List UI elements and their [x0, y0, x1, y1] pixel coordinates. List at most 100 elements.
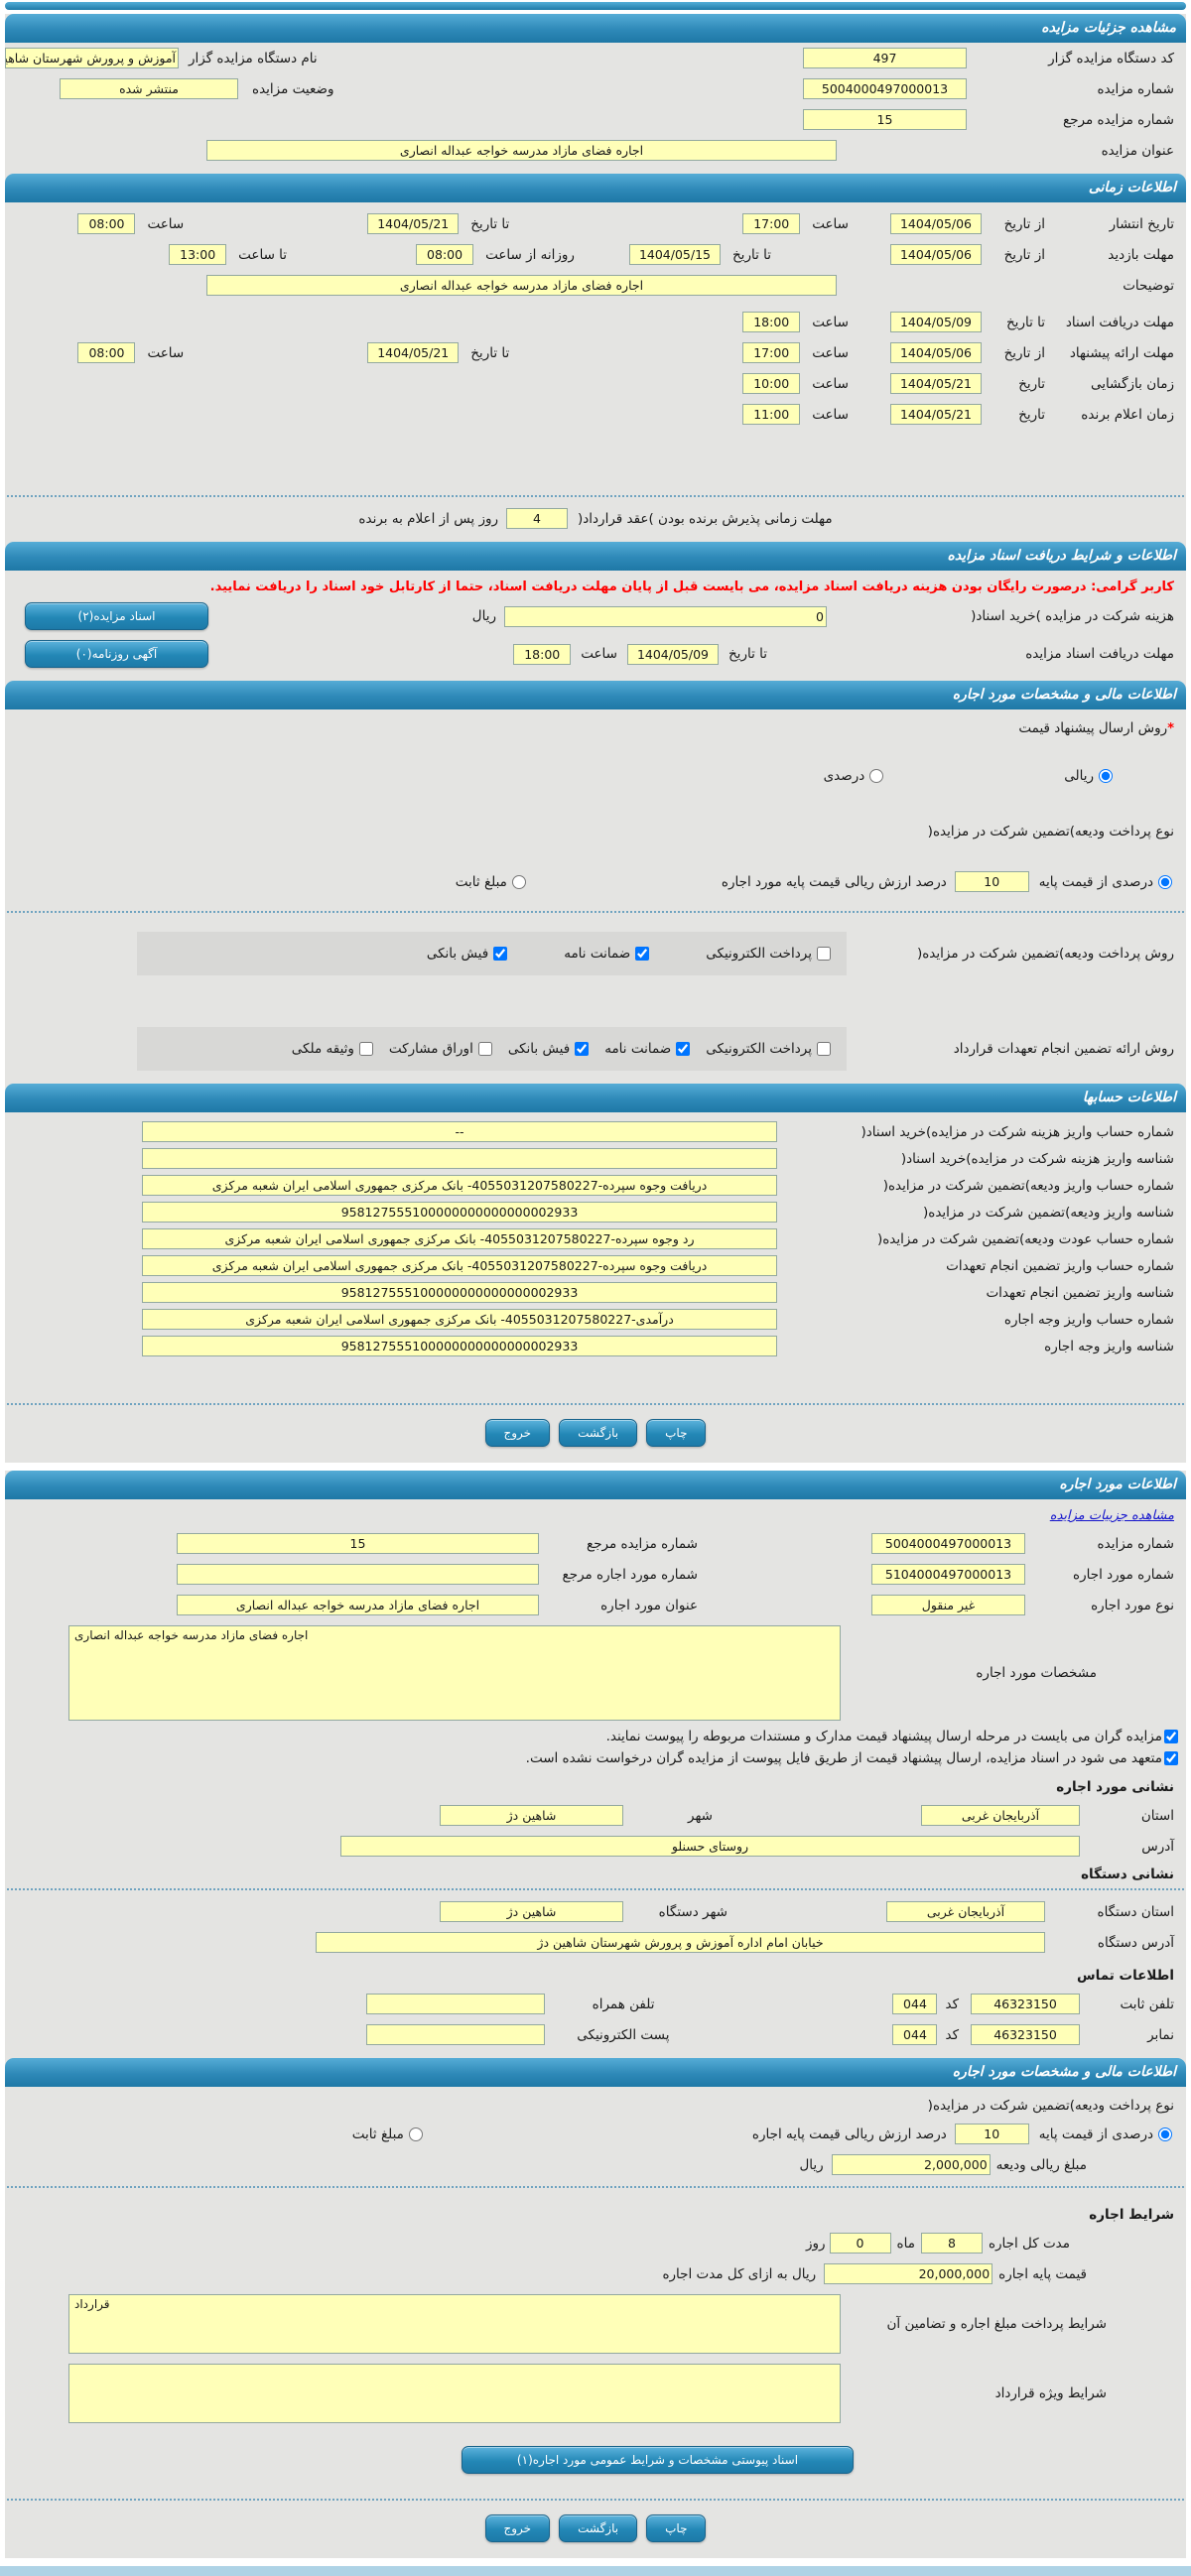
percent-of-base-radio[interactable]	[1158, 2126, 1172, 2141]
account-field[interactable]: دریافت وجوه سپرده-4055031207580227- بانک…	[142, 1255, 777, 1276]
publish-to-time[interactable]: 08:00	[77, 213, 136, 234]
address-field[interactable]: روستای حسنلو	[340, 1836, 1080, 1857]
newspaper-ad-button[interactable]: آگهی روزنامه(۰)	[25, 640, 208, 668]
docs-receive-deadline-time[interactable]: 18:00	[513, 643, 572, 665]
fax-code-field[interactable]: 044	[892, 2024, 938, 2045]
deposit-percent-field[interactable]: 10	[954, 2124, 1029, 2144]
deposit-amount-field[interactable]: 2,000,000	[831, 2154, 991, 2175]
visit-from-date[interactable]: 1404/05/06	[890, 244, 982, 265]
account-field[interactable]: 958127555100000000000000002933	[142, 1282, 777, 1303]
offer-to-time[interactable]: 08:00	[77, 342, 136, 363]
auction-no-field[interactable]: 5004000497000013	[871, 1533, 1025, 1554]
deposit-percent-field[interactable]: 10	[954, 871, 1029, 892]
lease-months-field[interactable]: 8	[920, 2233, 983, 2254]
timing-desc-field[interactable]: اجاره فضای مازاد مدرسه خواجه عبداله انصا…	[206, 275, 837, 296]
city-field[interactable]: شاهین دژ	[440, 1805, 623, 1826]
fax-field[interactable]: 46323150	[971, 2024, 1080, 2045]
radio-fixed-amount[interactable]: مبلغ ثابت	[456, 874, 528, 890]
auction-no-field[interactable]: 5004000497000013	[803, 78, 967, 99]
percent-of-base-radio[interactable]	[1158, 874, 1172, 889]
item-type-field[interactable]: غیر منقول	[871, 1595, 1025, 1615]
view-auction-details-link[interactable]: مشاهده جزییات مزایده	[1049, 1508, 1174, 1523]
device-province-field[interactable]: آذربایجان غربی	[886, 1901, 1045, 1922]
fixed-amount-radio[interactable]	[408, 2126, 423, 2141]
visit-daily-to-time[interactable]: 13:00	[169, 244, 227, 265]
guarantee-method-bank-slip[interactable]: فیش بانکی	[508, 1041, 591, 1057]
percent-radio[interactable]	[869, 769, 884, 783]
bank-slip-checkbox[interactable]	[575, 1042, 590, 1056]
phone-field[interactable]: 46323150	[971, 1994, 1080, 2014]
exit-button[interactable]: خروج	[484, 2514, 551, 2542]
item-ref-field[interactable]	[177, 1564, 539, 1585]
offer-from-time[interactable]: 17:00	[742, 342, 801, 363]
bank-slip-checkbox[interactable]	[493, 947, 508, 961]
fixed-amount-radio[interactable]	[511, 874, 526, 889]
phone-code-field[interactable]: 044	[892, 1994, 938, 2014]
mobile-field[interactable]	[366, 1994, 546, 2014]
deposit-method-epay[interactable]: پرداخت الکترونیکی	[706, 946, 833, 962]
accept-days-field[interactable]: 4	[506, 508, 569, 529]
lease-days-field[interactable]: 0	[829, 2233, 891, 2254]
special-terms-textarea[interactable]	[68, 2364, 841, 2423]
device-city-field[interactable]: شاهین دژ	[440, 1901, 623, 1922]
print-button[interactable]: چاپ	[646, 2514, 707, 2542]
publish-from-time[interactable]: 17:00	[742, 213, 801, 234]
account-field[interactable]: 958127555100000000000000002933	[142, 1202, 777, 1223]
radio-percent-of-base[interactable]: درصدی از قیمت پایه	[1039, 874, 1174, 890]
property-collateral-checkbox[interactable]	[358, 1042, 373, 1056]
account-field[interactable]: --	[142, 1121, 777, 1142]
radio-option-percent[interactable]: درصدی	[824, 768, 886, 784]
guarantee-letter-checkbox[interactable]	[676, 1042, 691, 1056]
epay-checkbox[interactable]	[817, 947, 831, 961]
device-address-field[interactable]: خیابان امام اداره آموزش و پرورش شهرستان …	[316, 1932, 1045, 1953]
auction-docs-button[interactable]: اسناد مزایده(۲)	[25, 602, 208, 630]
auction-title-field[interactable]: اجاره فضای مازاد مدرسه خواجه عبداله انصا…	[206, 140, 837, 161]
province-field[interactable]: آذربایجان غربی	[921, 1805, 1080, 1826]
item-no-field[interactable]: 5104000497000013	[871, 1564, 1025, 1585]
attach-docs-checkbox[interactable]	[1164, 1730, 1178, 1743]
docs-receive-deadline-date[interactable]: 1404/05/09	[626, 643, 719, 665]
email-field[interactable]	[366, 2024, 546, 2045]
opening-time[interactable]: 10:00	[742, 373, 801, 394]
epay-checkbox[interactable]	[817, 1042, 831, 1056]
payment-terms-textarea[interactable]: قرارداد	[68, 2294, 841, 2354]
back-button[interactable]: بازگشت	[559, 1419, 638, 1447]
winner-time[interactable]: 11:00	[742, 404, 801, 425]
fee-field[interactable]: 0	[504, 605, 827, 627]
bonds-checkbox[interactable]	[477, 1042, 492, 1056]
visit-daily-from-time[interactable]: 08:00	[416, 244, 474, 265]
account-field[interactable]: درآمدی-4055031207580227- بانک مرکزی جمهو…	[142, 1309, 777, 1330]
account-field[interactable]: 958127555100000000000000002933	[142, 1336, 777, 1356]
exit-button[interactable]: خروج	[484, 1419, 551, 1447]
docs-deadline-time[interactable]: 18:00	[742, 312, 801, 332]
item-title-field[interactable]: اجاره فضای مازاد مدرسه خواجه عبداله انصا…	[177, 1595, 539, 1615]
account-field[interactable]	[142, 1148, 777, 1169]
docs-deadline-date[interactable]: 1404/05/09	[890, 312, 982, 332]
rial-radio[interactable]	[1099, 769, 1113, 783]
account-field[interactable]: دریافت وجوه سپرده-4055031207580227- بانک…	[142, 1175, 777, 1196]
device-name-field[interactable]: آموزش و پرورش شهرستان شاهین دژ	[5, 48, 179, 68]
radio-percent-of-base[interactable]: درصدی از قیمت پایه	[1039, 2126, 1174, 2142]
radio-option-rial[interactable]: ریالی	[1064, 768, 1115, 784]
print-button[interactable]: چاپ	[646, 1419, 707, 1447]
auction-ref-field[interactable]: 15	[177, 1533, 539, 1554]
no-file-request-checkbox[interactable]	[1164, 1751, 1178, 1765]
item-specs-textarea[interactable]: اجاره فضای مازاد مدرسه خواجه عبداله انصا…	[68, 1625, 841, 1721]
back-button[interactable]: بازگشت	[559, 2514, 638, 2542]
opening-date[interactable]: 1404/05/21	[890, 373, 982, 394]
radio-fixed-amount[interactable]: مبلغ ثابت	[352, 2126, 425, 2142]
offer-from-date[interactable]: 1404/05/06	[890, 342, 982, 363]
device-code-field[interactable]: 497	[803, 48, 967, 68]
attachments-button[interactable]: اسناد پیوستی مشخصات و شرایط عمومی مورد ا…	[462, 2446, 854, 2474]
publish-from-date[interactable]: 1404/05/06	[890, 213, 982, 234]
deposit-method-guarantee-letter[interactable]: ضمانت نامه	[564, 946, 651, 962]
publish-to-date[interactable]: 1404/05/21	[367, 213, 460, 234]
guarantee-method-guarantee-letter[interactable]: ضمانت نامه	[604, 1041, 692, 1057]
offer-to-date[interactable]: 1404/05/21	[367, 342, 460, 363]
auction-status-field[interactable]: منتشر شده	[60, 78, 238, 99]
ref-no-field[interactable]: 15	[803, 109, 967, 130]
deposit-method-bank-slip[interactable]: فیش بانکی	[427, 946, 509, 962]
guarantee-letter-checkbox[interactable]	[635, 947, 650, 961]
winner-date[interactable]: 1404/05/21	[890, 404, 982, 425]
guarantee-method-bonds[interactable]: اوراق مشارکت	[389, 1041, 494, 1057]
